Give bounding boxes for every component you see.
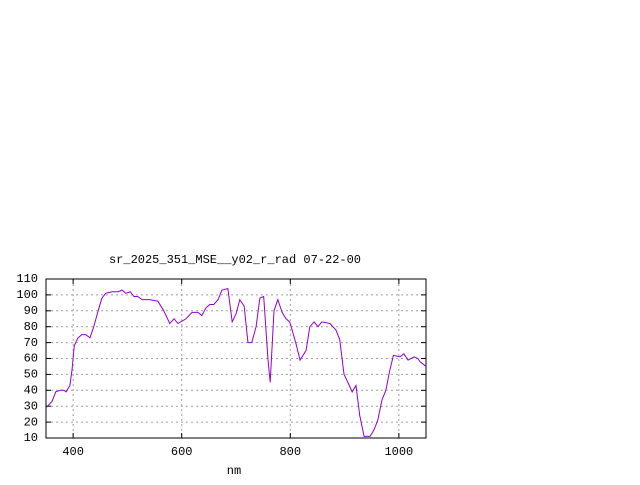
chart-title: sr_2025_351_MSE__y02_r_rad 07-22-00 xyxy=(109,253,361,267)
y-tick-label: 50 xyxy=(24,368,38,382)
x-tick-label: 600 xyxy=(171,445,193,459)
x-axis-label: nm xyxy=(227,464,241,478)
y-tick-label: 30 xyxy=(24,399,38,413)
y-tick-label: 20 xyxy=(24,415,38,429)
y-tick-label: 90 xyxy=(24,304,38,318)
y-tick-label: 60 xyxy=(24,352,38,366)
y-tick-label: 40 xyxy=(24,383,38,397)
x-tick-label: 400 xyxy=(62,445,84,459)
data-line xyxy=(45,287,427,437)
y-tick-label: 10 xyxy=(24,431,38,445)
y-tick-label: 80 xyxy=(24,320,38,334)
x-tick-label: 800 xyxy=(279,445,301,459)
y-tick-label: 70 xyxy=(24,336,38,350)
y-tick-label: 110 xyxy=(16,272,38,286)
x-tick-label: 1000 xyxy=(384,445,413,459)
y-tick-label: 100 xyxy=(16,288,38,302)
plot-border xyxy=(45,278,427,439)
